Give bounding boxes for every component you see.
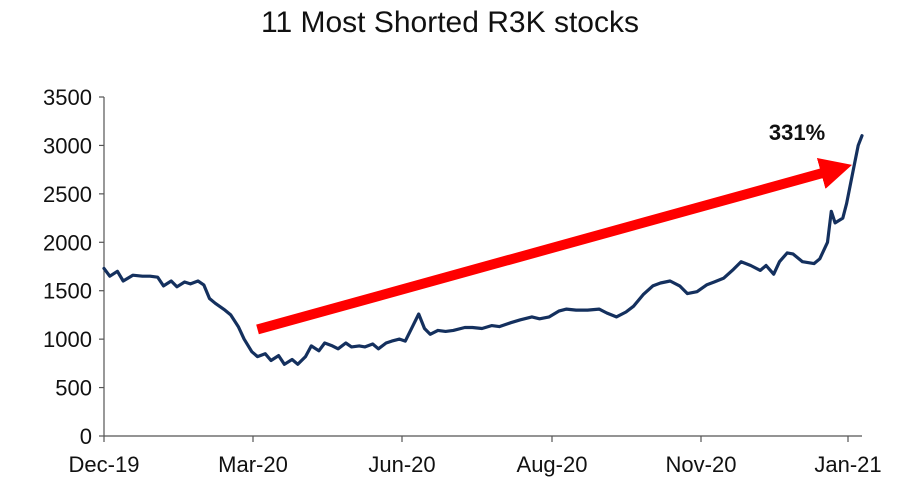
x-tick-label: Nov-20 [666,452,737,477]
y-tick-label: 1000 [43,327,92,352]
y-tick-label: 3000 [43,133,92,158]
x-tick-label: Mar-20 [218,452,288,477]
x-tick-label: Dec-19 [69,452,140,477]
y-tick-label: 2500 [43,182,92,207]
growth-arrow [256,158,853,335]
y-tick-label: 1500 [43,279,92,304]
x-tick-label: Aug-20 [517,452,588,477]
x-tick-label: Jan-21 [814,452,881,477]
y-tick-label: 0 [80,424,92,449]
x-tick-label: Jun-20 [368,452,435,477]
y-tick-label: 3500 [43,85,92,110]
chart-title: 11 Most Shorted R3K stocks [261,6,639,39]
series-line [102,134,864,366]
y-tick-label: 2000 [43,230,92,255]
y-tick-label: 500 [55,376,92,401]
annotation-label: 331% [769,120,825,145]
